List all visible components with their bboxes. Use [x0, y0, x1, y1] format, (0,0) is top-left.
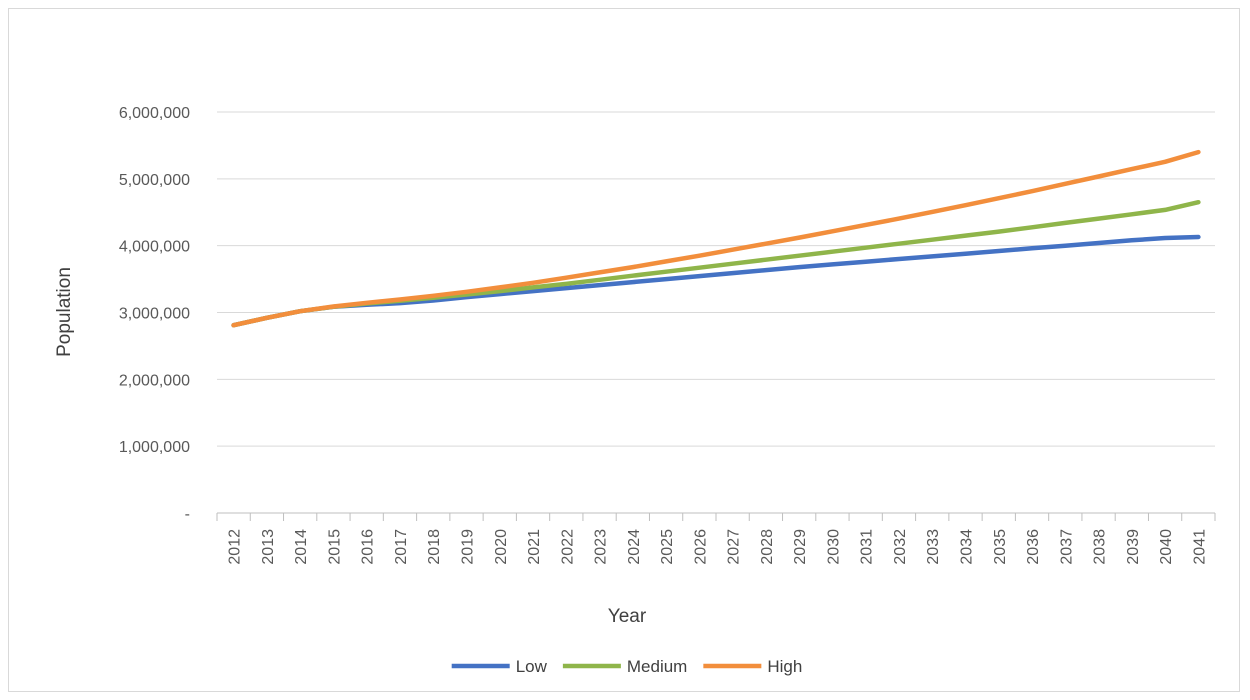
y-tick-label: 5,000,000 — [119, 172, 190, 189]
x-tick-label: 2038 — [1092, 529, 1109, 565]
x-tick-label: 2021 — [526, 529, 543, 565]
x-tick-label: 2023 — [593, 529, 610, 565]
x-axis: 2012 2013 2014 2015 2016 2017 2018 2019 2020 2021… — [216, 512, 1216, 565]
y-axis-title: Population — [54, 267, 75, 357]
x-tick-label: 2012 — [227, 529, 244, 565]
x-tick-label: 2040 — [1158, 529, 1175, 565]
x-tick-label: 2031 — [859, 529, 876, 565]
series-lines — [231, 149, 1201, 328]
x-tick-label: 2024 — [626, 529, 643, 565]
series-line-low — [231, 234, 1201, 328]
x-tick-label: 2026 — [692, 529, 709, 565]
y-tick-label: 3,000,000 — [119, 306, 190, 323]
legend: Low Medium High — [451, 657, 802, 676]
x-axis-title: Year — [608, 606, 647, 627]
x-tick-label: 2037 — [1058, 529, 1075, 565]
x-tick-label: 2014 — [293, 529, 310, 565]
x-tick-label: 2028 — [759, 529, 776, 565]
x-tick-label: 2020 — [493, 529, 510, 565]
legend-label-high: High — [767, 657, 802, 676]
series-line-medium — [231, 199, 1201, 328]
x-tick-label: 2029 — [792, 529, 809, 565]
y-tick-label: 2,000,000 — [119, 372, 190, 389]
x-tick-label: 2039 — [1125, 529, 1142, 565]
chart-frame — [8, 8, 1240, 692]
x-tick-label: 2036 — [1025, 529, 1042, 565]
x-tick-label: 2019 — [460, 529, 477, 565]
x-tick-label: 2022 — [559, 529, 576, 565]
x-tick-label: 2035 — [992, 529, 1009, 565]
y-tick-label: - — [185, 506, 190, 523]
x-tick-label: 2015 — [326, 529, 343, 565]
x-tick-label: 2030 — [825, 529, 842, 565]
series-line-high — [231, 149, 1201, 328]
gridlines — [217, 111, 1215, 447]
x-tick-label: 2033 — [925, 529, 942, 565]
x-tick-label: 2013 — [260, 529, 277, 565]
legend-label-low: Low — [516, 657, 548, 676]
legend-label-medium: Medium — [627, 657, 687, 676]
y-tick-label: 4,000,000 — [119, 239, 190, 256]
x-tick-label: 2018 — [426, 529, 443, 565]
y-tick-label: 6,000,000 — [119, 105, 190, 122]
y-axis: - 1,000,000 2,000,000 3,000,000 4,000,000 5,0… — [119, 105, 190, 523]
x-tick-label: 2032 — [892, 529, 909, 565]
y-tick-label: 1,000,000 — [119, 439, 190, 456]
x-tick-label: 2034 — [959, 529, 976, 565]
x-tick-label: 2025 — [659, 529, 676, 565]
x-tick-label: 2017 — [393, 529, 410, 565]
x-tick-label: 2027 — [726, 529, 743, 565]
x-tick-label: 2041 — [1191, 529, 1208, 565]
x-tick-label: 2016 — [360, 529, 377, 565]
